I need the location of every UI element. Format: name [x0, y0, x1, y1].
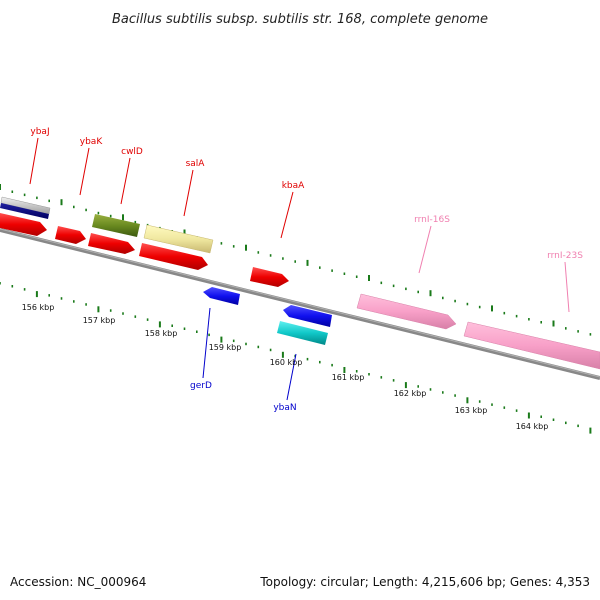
- gene-salA-bar[interactable]: [143, 224, 214, 254]
- label-kbaA: kbaA: [282, 181, 305, 191]
- kbp-label-159: 159 kbp: [209, 343, 242, 352]
- leader-rrnI-23S: [564, 261, 570, 313]
- label-cwlD: cwlD: [121, 147, 143, 157]
- kbp-label-158: 158 kbp: [145, 329, 178, 338]
- gene-ybaK-arrow[interactable]: [0, 213, 47, 236]
- gene-blue-arrow-2[interactable]: [283, 305, 332, 327]
- label-rrnI-16S: rrnI-16S: [414, 215, 450, 225]
- leader-salA: [183, 169, 194, 217]
- label-ybaK: ybaK: [80, 137, 104, 147]
- leader-ybaK: [79, 147, 90, 196]
- leader-ybaJ: [29, 137, 39, 185]
- kbp-label-161: 161 kbp: [332, 373, 365, 382]
- inner-tick-ring: [0, 282, 592, 434]
- kbp-label-156: 156 kbp: [22, 303, 55, 312]
- label-gerD: gerD: [190, 381, 212, 391]
- gene-gerD-arrow[interactable]: [203, 287, 240, 305]
- leader-kbaA: [280, 191, 294, 239]
- gene-arrow-red-2[interactable]: [55, 226, 86, 244]
- gene-kbaA-arrow[interactable]: [250, 267, 289, 287]
- gene-ybaJ-bar[interactable]: [0, 196, 51, 219]
- leader-cwlD: [120, 157, 131, 205]
- label-ybaN: ybaN: [273, 403, 296, 413]
- label-rrnI-23S: rrnI-23S: [547, 251, 583, 261]
- accession-text: Accession: NC_000964: [10, 575, 146, 589]
- gene-ybaN-bar[interactable]: [277, 321, 328, 345]
- gene-arrow-red-3[interactable]: [88, 233, 135, 254]
- kbp-label-164: 164 kbp: [516, 422, 549, 431]
- label-ybaJ: ybaJ: [30, 127, 49, 137]
- kbp-label-163: 163 kbp: [455, 406, 488, 415]
- genome-title: Bacillus subtilis subsp. subtilis str. 1…: [112, 12, 488, 27]
- label-salA: salA: [186, 159, 206, 169]
- kbp-label-162: 162 kbp: [394, 389, 427, 398]
- gene-rrnI-23S-arrow[interactable]: [463, 321, 600, 370]
- kbp-label-157: 157 kbp: [83, 316, 116, 325]
- genome-backbone: [0, 228, 600, 380]
- gene-arrow-red-4[interactable]: [139, 243, 208, 270]
- leader-rrnI-16S: [418, 225, 432, 274]
- kbp-label-160: 160 kbp: [270, 358, 303, 367]
- gene-cwlD-bar[interactable]: [92, 214, 140, 237]
- genome-summary-text: Topology: circular; Length: 4,215,606 bp…: [259, 575, 590, 589]
- leader-gerD: [202, 307, 211, 379]
- gene-rrnI-16S-arrow[interactable]: [356, 293, 457, 330]
- leader-ybaN: [286, 353, 297, 401]
